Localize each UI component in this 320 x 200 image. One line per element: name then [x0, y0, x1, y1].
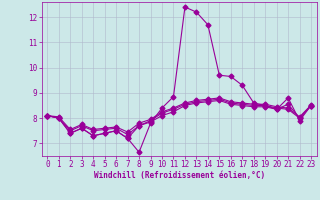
X-axis label: Windchill (Refroidissement éolien,°C): Windchill (Refroidissement éolien,°C) [94, 171, 265, 180]
